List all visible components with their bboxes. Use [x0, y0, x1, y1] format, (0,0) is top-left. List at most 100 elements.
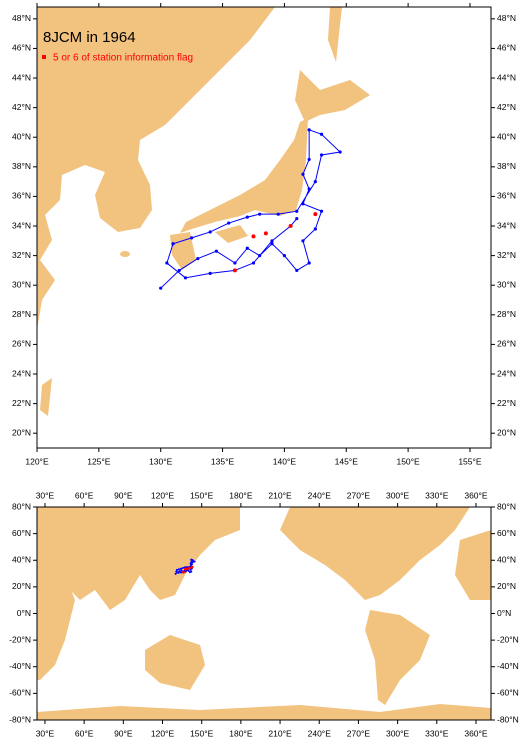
- y-tick-label: 30°N: [497, 279, 516, 289]
- y-tick-label: 38°N: [12, 161, 31, 171]
- station-point: [245, 215, 249, 219]
- station-point: [319, 132, 324, 136]
- land: [170, 232, 196, 270]
- land: [455, 530, 491, 600]
- y-tick-label: 38°N: [497, 161, 516, 171]
- y-tick-label: 20°N: [12, 427, 31, 437]
- y-tick-label: 22°N: [497, 398, 516, 408]
- y-tick-label: -40°N: [497, 661, 519, 671]
- station-point: [270, 242, 274, 246]
- x-tick-label: 180°E: [229, 728, 253, 738]
- y-tick-label: 44°N: [12, 72, 31, 82]
- x-tick-label: 90°E: [114, 728, 133, 738]
- x-tick-label: 125°E: [87, 456, 111, 466]
- station-point: [208, 271, 212, 275]
- land: [365, 610, 430, 705]
- x-tick-label: 120°E: [25, 456, 49, 466]
- station-point: [307, 261, 311, 265]
- y-tick-label: 48°N: [497, 13, 516, 23]
- y-tick-label: 60°N: [497, 528, 516, 538]
- y-tick-label: -20°N: [9, 634, 31, 644]
- y-tick-label: 28°N: [497, 309, 516, 319]
- x-tick-label: 300°E: [386, 728, 410, 738]
- y-tick-label: 44°N: [497, 72, 516, 82]
- y-tick-label: 24°N: [497, 368, 516, 378]
- station-point: [319, 153, 324, 157]
- station-point: [179, 567, 182, 570]
- station-point: [191, 558, 194, 561]
- land: [37, 507, 240, 610]
- x-tick-label: 210°E: [268, 490, 292, 500]
- land: [120, 251, 130, 257]
- x-tick-label: 120°E: [151, 728, 175, 738]
- x-tick-label: 330°E: [425, 728, 449, 738]
- x-tick-label: 90°E: [114, 490, 133, 500]
- station-point: [307, 157, 311, 162]
- station-point: [190, 563, 193, 566]
- y-tick-label: 40°N: [12, 555, 31, 565]
- y-tick-label: 20°N: [12, 581, 31, 591]
- station-point: [307, 128, 311, 132]
- land: [328, 7, 342, 62]
- station-point: [165, 261, 169, 265]
- y-tick-label: -80°N: [497, 714, 519, 724]
- y-tick-label: 0°N: [497, 608, 511, 618]
- x-tick-label: 30°E: [36, 490, 55, 500]
- x-tick-label: 30°E: [36, 728, 55, 738]
- y-tick-label: -40°N: [9, 661, 31, 671]
- station-point: [295, 268, 299, 273]
- station-point: [208, 230, 212, 234]
- station-point: [270, 239, 274, 243]
- station-point: [295, 209, 299, 213]
- station-point: [193, 560, 196, 563]
- flagged-station: [313, 212, 318, 217]
- station-point: [175, 570, 178, 573]
- x-tick-label: 135°E: [211, 456, 235, 466]
- title: 8JCM in 1964: [43, 29, 136, 46]
- station-point: [313, 227, 317, 231]
- station-point: [258, 254, 262, 258]
- x-tick-label: 150°E: [190, 490, 214, 500]
- x-tick-label: 60°E: [75, 728, 94, 738]
- legend-swatch: [42, 55, 46, 59]
- y-tick-label: 30°N: [12, 279, 31, 289]
- land: [37, 560, 75, 680]
- station-point: [319, 209, 324, 213]
- flagged-station: [185, 567, 189, 571]
- land: [145, 635, 205, 690]
- x-tick-label: 140°E: [273, 456, 297, 466]
- x-tick-label: 300°E: [386, 490, 410, 500]
- legend-label: 5 or 6 of station information flag: [53, 53, 193, 64]
- station-point: [313, 180, 317, 184]
- station-point: [233, 261, 237, 265]
- station-point: [177, 268, 181, 273]
- y-tick-label: 46°N: [12, 43, 31, 53]
- station-point: [301, 172, 305, 176]
- y-tick-label: 26°N: [12, 339, 31, 349]
- station-point: [190, 570, 193, 573]
- y-tick-label: 42°N: [497, 102, 516, 112]
- station-point: [184, 570, 187, 573]
- station-point: [159, 286, 163, 290]
- station-point: [175, 568, 178, 571]
- station-point: [307, 187, 311, 191]
- x-tick-label: 240°E: [308, 728, 332, 738]
- station-point: [190, 236, 194, 240]
- station-point: [177, 568, 180, 571]
- global-map: [37, 507, 491, 720]
- y-tick-label: 40°N: [12, 131, 31, 141]
- station-point: [187, 569, 190, 572]
- station-point: [183, 276, 188, 280]
- land: [180, 118, 308, 233]
- land: [295, 70, 370, 122]
- y-tick-label: 22°N: [12, 398, 31, 408]
- y-tick-label: 42°N: [12, 102, 31, 112]
- regional-map: [37, 7, 370, 416]
- map-frame: [36, 6, 492, 449]
- station-point: [301, 202, 305, 206]
- station-point: [181, 566, 184, 569]
- y-tick-label: 34°N: [497, 220, 516, 230]
- x-tick-label: 60°E: [75, 490, 94, 500]
- x-tick-label: 360°E: [464, 728, 488, 738]
